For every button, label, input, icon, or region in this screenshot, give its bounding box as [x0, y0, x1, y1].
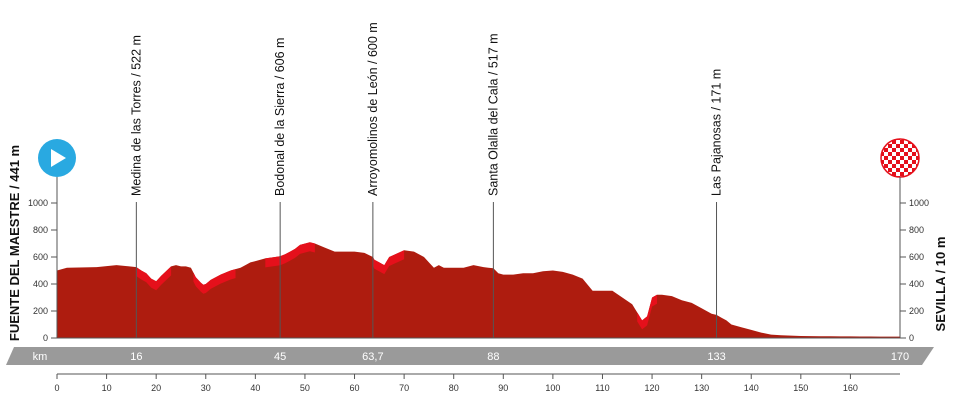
km-band-title: km [33, 351, 48, 363]
x-tick-label: 110 [595, 383, 609, 393]
x-tick-label: 20 [151, 383, 161, 393]
x-tick-label: 50 [300, 383, 310, 393]
x-tick-label: 10 [102, 383, 112, 393]
waypoint-label: Medina de las Torres / 522 m [129, 35, 143, 196]
waypoint-label: Las Pajanosas / 171 m [710, 69, 724, 196]
y-tick-label-left: 800 [33, 225, 48, 235]
start-label: FUENTE DEL MAESTRE / 441 m [7, 145, 22, 341]
km-band-label: 45 [274, 351, 286, 363]
x-tick-label: 150 [793, 383, 808, 393]
elevation-axis-right: 0 200 400 600 800 1000 [899, 198, 929, 343]
profile-fill [57, 242, 900, 338]
x-tick-label: 140 [744, 383, 759, 393]
x-tick-label: 0 [54, 383, 59, 393]
km-axis: 0 10 20 30 40 50 60 70 80 90 100 110 120 130 140 150 160 [54, 373, 900, 393]
y-tick-label-right: 400 [909, 279, 924, 289]
finish-marker [880, 138, 920, 337]
x-tick-label: 70 [399, 383, 409, 393]
y-tick-label-right: 0 [909, 333, 914, 343]
play-icon [51, 149, 66, 167]
x-tick-label: 80 [449, 383, 459, 393]
x-tick-label: 160 [843, 383, 858, 393]
km-band-label: 88 [487, 351, 499, 363]
y-tick-label-left: 400 [33, 279, 48, 289]
climb-section [193, 269, 236, 294]
elevation-axis-left: 0 200 400 600 800 1000 [28, 198, 58, 343]
km-band-label: 63,7 [362, 351, 383, 363]
climb-section [637, 294, 657, 330]
y-tick-label-left: 1000 [28, 198, 48, 208]
x-tick-label: 90 [498, 383, 508, 393]
climb-section [372, 250, 405, 275]
climb-section [265, 242, 315, 268]
km-band: km 16 45 63,7 88 133 170 [6, 347, 934, 365]
km-band-label: 16 [130, 351, 142, 363]
finish-label: SEVILLA / 10 m [933, 237, 948, 332]
y-tick-label-left: 600 [33, 252, 48, 262]
x-tick-label: 30 [201, 383, 211, 393]
y-tick-label-left: 200 [33, 306, 48, 316]
y-tick-label-right: 600 [909, 252, 924, 262]
km-band-label: 133 [707, 351, 725, 363]
profile-area [57, 242, 900, 339]
x-tick-label: 40 [250, 383, 260, 393]
y-tick-label-right: 200 [909, 306, 924, 316]
waypoint-label: Bodonal de la Sierra / 606 m [273, 38, 287, 196]
x-tick-label: 100 [545, 383, 560, 393]
waypoints: Medina de las Torres / 522 m Bodonal de l… [129, 22, 724, 338]
x-tick-label: 120 [645, 383, 660, 393]
km-band-label: 170 [891, 351, 909, 363]
waypoint-label: Santa Olalla del Cala / 517 m [486, 33, 500, 196]
km-band-bar [6, 347, 934, 365]
x-tick-label: 130 [694, 383, 709, 393]
finish-flag-icon [880, 138, 920, 178]
y-tick-label-right: 800 [909, 225, 924, 235]
start-marker [38, 139, 76, 337]
x-tick-label: 60 [350, 383, 360, 393]
climb-sections [136, 242, 657, 330]
y-tick-label-right: 1000 [909, 198, 929, 208]
climb-section [136, 266, 172, 291]
waypoint-label: Arroyomolinos de León / 600 m [366, 22, 380, 196]
y-tick-label-left: 0 [43, 333, 48, 343]
